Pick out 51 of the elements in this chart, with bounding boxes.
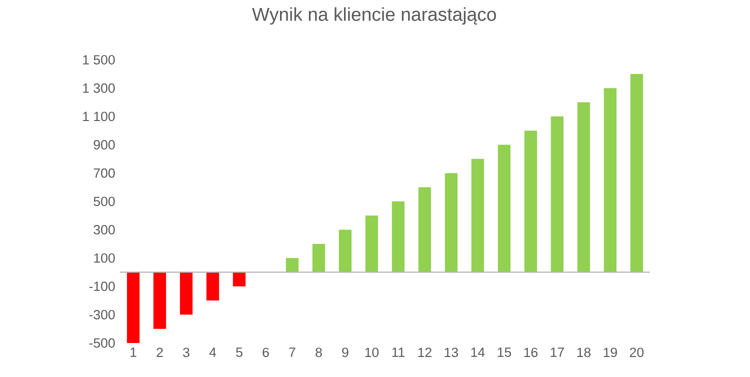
bar (604, 88, 616, 272)
x-tick-label: 1 (130, 348, 136, 357)
bar (180, 272, 193, 315)
y-tick-label: 1 500 (83, 55, 115, 64)
x-tick-label: 6 (262, 348, 269, 358)
x-tick-label: 9 (342, 348, 348, 358)
x-tick-label: 7 (289, 348, 296, 357)
bar (286, 258, 299, 272)
y-tick-label: 1 100 (83, 112, 115, 122)
x-tick-label: 15 (498, 348, 512, 357)
x-tick-label: 8 (316, 348, 322, 358)
x-tick-label: 19 (604, 348, 617, 358)
x-tick-label: 14 (471, 348, 485, 357)
y-tick-label: 900 (94, 140, 115, 150)
bar (206, 272, 220, 301)
y-tick-label: -100 (89, 282, 115, 292)
x-tick-label: 13 (444, 348, 458, 358)
y-tick-label: 100 (94, 253, 115, 263)
bar (444, 173, 458, 272)
bar (418, 187, 432, 272)
bar (498, 144, 511, 272)
bar (153, 272, 166, 329)
bar (392, 201, 405, 272)
bar (630, 74, 643, 272)
bar (365, 216, 378, 272)
bar (524, 130, 538, 272)
x-tick-label: 4 (209, 348, 216, 357)
x-tick-label: 18 (577, 348, 590, 358)
bar (312, 244, 326, 272)
x-tick-label: 3 (183, 348, 190, 358)
bar (126, 272, 140, 343)
bar (577, 102, 590, 272)
y-tick-label: 500 (94, 196, 115, 206)
x-tick-label: 17 (550, 348, 564, 357)
chart-title: Wynik na kliencie narastająco (252, 7, 496, 25)
y-tick-label: 700 (94, 168, 115, 178)
x-tick-label: 16 (524, 348, 538, 358)
x-tick-label: 12 (418, 348, 432, 357)
bar (550, 116, 564, 272)
y-tick-label: 1 300 (83, 83, 115, 93)
y-tick-label: 300 (94, 225, 115, 234)
x-tick-label: 20 (630, 348, 644, 358)
bar (232, 272, 246, 286)
x-tick-label: 10 (365, 348, 379, 358)
bar (338, 230, 352, 272)
x-tick-label: 2 (156, 348, 163, 357)
y-tick-label: -500 (89, 338, 115, 348)
x-tick-label: 5 (236, 348, 242, 357)
bar (471, 158, 484, 272)
y-tick-label: -300 (89, 310, 115, 320)
x-tick-label: 11 (392, 348, 404, 357)
